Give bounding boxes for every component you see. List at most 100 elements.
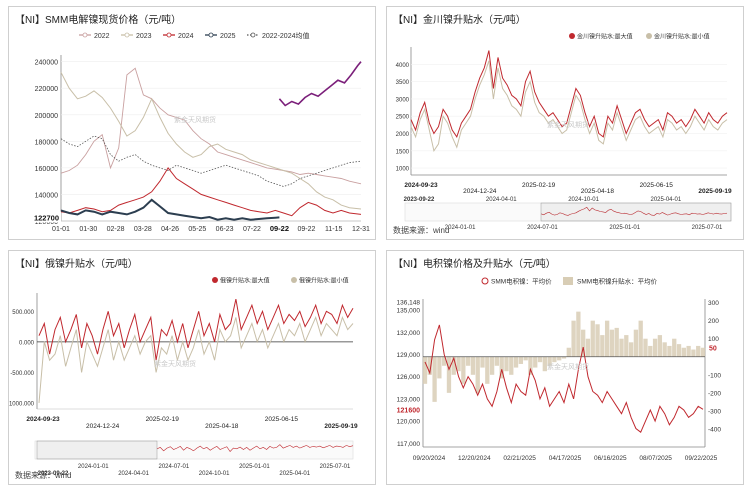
navigator-tick-label: 2025-07-01: [692, 225, 723, 231]
premium-bar: [422, 356, 428, 384]
x-tick-label: 2024-09-23: [26, 416, 60, 423]
premium-bar: [662, 342, 667, 357]
x-tick-label: 02/21/2025: [503, 455, 536, 462]
left-tick-label: 135,000: [397, 308, 421, 315]
legend-marker: [291, 277, 297, 283]
legend-marker: [481, 277, 489, 285]
left-tick-label: 123,000: [397, 396, 421, 403]
current-date-label: 09-22: [270, 224, 289, 233]
x-tick-label: 01-01: [52, 226, 70, 233]
legend-label: 2022: [94, 33, 110, 40]
left-tick-label: 129,000: [397, 352, 421, 359]
legend-label: 金川镍升贴水:最大值: [577, 33, 633, 41]
x-tick-label: 03-28: [134, 226, 152, 233]
premium-bar: [691, 349, 696, 357]
premium-bar: [643, 338, 648, 357]
legend-marker: [250, 32, 256, 38]
electrowon-nickel-panel: 【NI】电积镍价格及升贴水（元/吨） 117,000 120,000 123,000…: [386, 250, 744, 485]
premium-bar: [696, 345, 701, 357]
premium-bar: [557, 356, 562, 361]
premium-bar: [571, 320, 576, 357]
premium-bar: [590, 320, 595, 357]
y-tick-label: 140000: [35, 192, 58, 199]
jinchuan-premium-chart: 1000 1500 2000 2500 3000 3500 4000 2024-09-23 20…: [396, 33, 732, 232]
navigator-tick-label: 2025-04-01: [651, 197, 682, 203]
x-tick-label: 06/16/2025: [594, 455, 627, 462]
premium-bar: [667, 345, 672, 357]
left-current-label: 121600: [397, 407, 420, 414]
premium-bar: [628, 342, 634, 357]
premium-bar: [485, 356, 490, 384]
premium-bar: [451, 356, 456, 375]
y-tick-label: 500.000: [12, 310, 34, 316]
right-current-label: 50: [709, 346, 717, 353]
legend-label: 金川镍升贴水:最小值: [654, 33, 710, 41]
x-tick-label: 08/07/2025: [639, 455, 672, 462]
premium-bar: [437, 356, 442, 379]
premium-bar: [509, 356, 514, 375]
watermark: 紫金天风期货: [174, 115, 216, 124]
current-value-label: 122700: [34, 213, 59, 222]
smm-nickel-spot-panel: 【NI】SMM电解镍现货价格（元/吨） 120000 140000 160000 18…: [8, 6, 376, 240]
x-tick-label: 04-26: [161, 226, 179, 233]
panel-title: 【NI】俄镍升贴水（元/吨）: [15, 259, 138, 270]
x-tick-label: 2025-02-19: [146, 416, 180, 423]
right-tick-label: 100: [708, 336, 719, 343]
premium-bar: [470, 356, 476, 375]
premium-bar: [652, 338, 658, 357]
series-line-2025: [60, 198, 280, 221]
y-tick-label: -500.000: [10, 371, 34, 377]
watermark: 紫金天风期货: [547, 362, 589, 371]
premium-bar: [700, 347, 706, 357]
x-tick-label: 09/20/2024: [413, 455, 446, 462]
premium-bar: [638, 320, 643, 357]
panel-title: 【NI】SMM电解镍现货价格（元/吨）: [15, 15, 182, 26]
electrowon-chart: 117,000 120,000 123,000 126,000 129,000 132,0…: [397, 277, 722, 463]
navigator-tick-label: 2024-01-01: [445, 225, 476, 231]
navigator-tick-label: 2024-07-01: [527, 225, 558, 231]
navigator-tick-label: 2025-04-01: [279, 471, 310, 477]
right-tick-label: 300: [708, 300, 719, 307]
y-tick-label: 4000: [396, 63, 410, 69]
y-tick-label: 240000: [35, 60, 58, 67]
navigator-tick-label: 2025-01-01: [239, 464, 270, 470]
premium-bar: [624, 335, 629, 357]
premium-bar: [581, 329, 586, 357]
premium-bar: [614, 327, 619, 357]
x-tick-label: 07-22: [243, 226, 261, 233]
x-tick-label: 2025-04-18: [581, 188, 615, 195]
series-line-2023: [60, 72, 362, 210]
navigator-tick-label: 2025-07-01: [320, 464, 351, 470]
navigator-tick-label: 2024-04-01: [118, 471, 149, 477]
panel-title: 【NI】金川镍升贴水（元/吨）: [393, 15, 526, 26]
premium-bar: [537, 356, 543, 363]
premium-bar: [480, 356, 485, 368]
range-navigator: [34, 440, 354, 460]
current-date-box: [266, 223, 293, 234]
navigator-tick-label: 2023-09-22: [404, 197, 435, 203]
watermark: 紫金天风期货: [547, 120, 589, 129]
premium-bar: [533, 356, 538, 368]
left-tick-label: 120,000: [397, 419, 421, 426]
premium-bar: [566, 347, 571, 357]
legend-label: 2022-2024均值: [262, 31, 309, 40]
premium-bar: [619, 338, 624, 357]
premium-bar: [432, 356, 437, 402]
x-tick-label: 2025-09-19: [324, 423, 358, 430]
premium-bar: [504, 356, 509, 372]
premium-bar: [518, 356, 524, 364]
series-line-1: [38, 315, 354, 403]
x-tick-label: 04/17/2025: [549, 455, 582, 462]
right-tick-label: -200: [708, 390, 721, 397]
premium-bar: [475, 356, 480, 393]
y-tick-label: 200000: [35, 113, 58, 120]
legend-label: SMM电积镍升贴水：平均价: [577, 277, 658, 286]
series-line-0: [38, 298, 354, 361]
data-source: 数据来源：wind: [393, 226, 450, 235]
russian-premium-chart: -1000.000 -500.000 0.000 500.000 2024-09-23 2…: [9, 277, 358, 478]
premium-bar: [657, 335, 663, 357]
x-tick-label: 2025-04-18: [205, 423, 239, 430]
navigator-window: [540, 202, 732, 222]
y-tick-label: 180000: [35, 139, 58, 146]
